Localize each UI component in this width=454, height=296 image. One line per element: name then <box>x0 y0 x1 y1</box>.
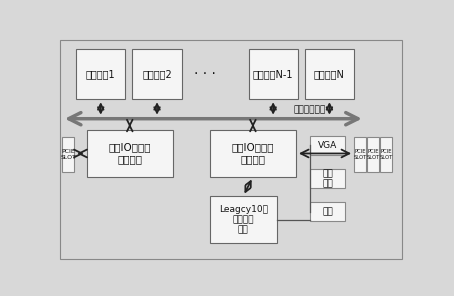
Bar <box>354 137 365 172</box>
Bar <box>87 130 173 177</box>
Text: Leagcy10控
制器（南
桥）: Leagcy10控 制器（南 桥） <box>219 205 268 234</box>
Bar <box>62 137 74 172</box>
Text: · · ·: · · · <box>193 67 216 81</box>
Text: PCIE
SLOT: PCIE SLOT <box>353 149 366 160</box>
Text: 网络: 网络 <box>322 207 333 216</box>
Bar <box>248 49 298 99</box>
Text: 计算单元N-1: 计算单元N-1 <box>253 69 293 79</box>
Bar <box>310 202 345 221</box>
Text: 计算单元N: 计算单元N <box>314 69 345 79</box>
Text: 计算单元1: 计算单元1 <box>86 69 116 79</box>
Bar <box>305 49 354 99</box>
Text: 键盘
鼠标: 键盘 鼠标 <box>322 169 333 188</box>
Text: PCIE
SLOT: PCIE SLOT <box>60 149 76 160</box>
Text: VGA: VGA <box>318 141 337 150</box>
Text: 高速IO控制器
（北桥）: 高速IO控制器 （北桥） <box>232 143 274 164</box>
Text: PCIE
SLOT: PCIE SLOT <box>379 149 393 160</box>
Bar <box>380 137 392 172</box>
Bar <box>210 130 296 177</box>
Bar <box>133 49 182 99</box>
Bar <box>210 196 276 243</box>
Bar <box>310 136 345 155</box>
Text: PCIE
SLOT: PCIE SLOT <box>366 149 380 160</box>
Bar <box>76 49 125 99</box>
Bar <box>310 169 345 188</box>
Text: 高速IO控制器
（北桥）: 高速IO控制器 （北桥） <box>109 143 151 164</box>
Text: 计算单元2: 计算单元2 <box>142 69 172 79</box>
Bar <box>367 137 379 172</box>
Text: 高速互连总线: 高速互连总线 <box>294 105 326 114</box>
